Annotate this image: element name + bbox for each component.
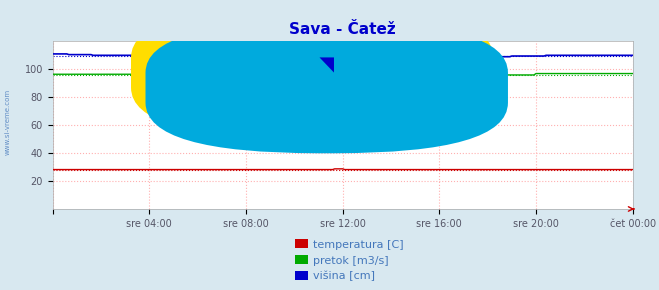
FancyBboxPatch shape: [131, 7, 494, 138]
Text: www.si-vreme.com: www.si-vreme.com: [224, 118, 461, 138]
Text: www.si-vreme.com: www.si-vreme.com: [5, 89, 11, 155]
Polygon shape: [320, 57, 334, 72]
Title: Sava - Čatež: Sava - Čatež: [289, 22, 396, 37]
FancyBboxPatch shape: [146, 22, 508, 153]
Legend: temperatura [C], pretok [m3/s], višina [cm]: temperatura [C], pretok [m3/s], višina […: [295, 239, 404, 282]
